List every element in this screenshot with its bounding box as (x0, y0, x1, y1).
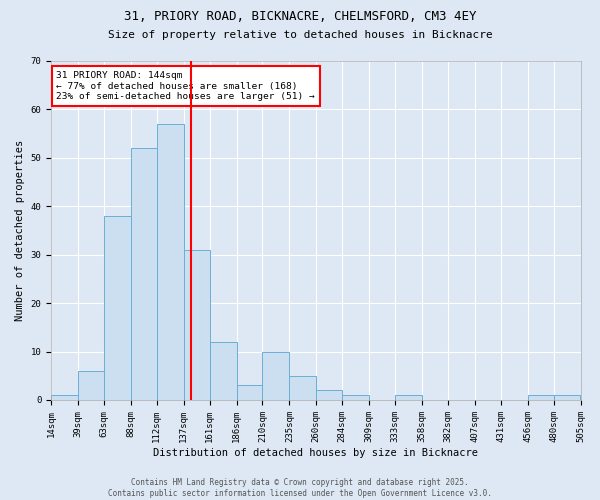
Bar (78, 371, 104, 400)
Bar (316, 390, 342, 400)
X-axis label: Distribution of detached houses by size in Bicknacre: Distribution of detached houses by size … (153, 448, 478, 458)
Text: Size of property relative to detached houses in Bicknacre: Size of property relative to detached ho… (107, 30, 493, 40)
Bar (554, 395, 580, 400)
Y-axis label: Number of detached properties: Number of detached properties (15, 140, 25, 321)
Bar (395, 395, 422, 400)
Text: 31, PRIORY ROAD, BICKNACRE, CHELMSFORD, CM3 4EY: 31, PRIORY ROAD, BICKNACRE, CHELMSFORD, … (124, 10, 476, 23)
Bar (289, 376, 316, 400)
Bar (527, 395, 554, 400)
Bar (342, 395, 369, 400)
Text: Contains HM Land Registry data © Crown copyright and database right 2025.
Contai: Contains HM Land Registry data © Crown c… (108, 478, 492, 498)
Bar (157, 124, 184, 400)
Bar (131, 148, 157, 400)
Bar (236, 386, 262, 400)
Bar (51, 395, 78, 400)
Bar (262, 352, 289, 400)
Bar (209, 342, 236, 400)
Bar (104, 216, 131, 400)
Bar (184, 250, 209, 400)
Text: 31 PRIORY ROAD: 144sqm
← 77% of detached houses are smaller (168)
23% of semi-de: 31 PRIORY ROAD: 144sqm ← 77% of detached… (56, 71, 315, 101)
